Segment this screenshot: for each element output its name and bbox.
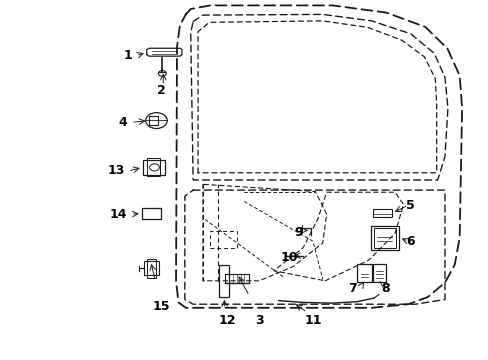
Text: 2: 2 [157, 84, 165, 96]
Bar [146, 158, 160, 176]
Text: 14: 14 [109, 208, 127, 221]
Text: 15: 15 [152, 300, 170, 313]
Text: 3: 3 [254, 314, 263, 327]
Text: 6: 6 [405, 235, 414, 248]
Bar [372, 209, 391, 217]
Text: 5: 5 [405, 199, 414, 212]
Bar [219, 265, 228, 297]
Text: 9: 9 [294, 226, 303, 239]
Text: 12: 12 [218, 314, 236, 327]
Text: 10: 10 [280, 251, 298, 264]
Text: 1: 1 [123, 49, 132, 62]
Bar [142, 208, 161, 219]
Bar [356, 264, 371, 282]
Bar [373, 228, 395, 248]
Bar [372, 264, 386, 282]
Bar [146, 259, 156, 278]
Bar [210, 231, 237, 248]
Text: 13: 13 [107, 165, 124, 177]
Bar [148, 116, 158, 125]
Bar [142, 160, 164, 175]
Bar [143, 261, 159, 275]
Bar [370, 226, 398, 250]
Text: 11: 11 [304, 314, 321, 327]
Text: 8: 8 [381, 282, 389, 294]
Text: 7: 7 [347, 282, 356, 294]
Text: 4: 4 [118, 116, 127, 129]
